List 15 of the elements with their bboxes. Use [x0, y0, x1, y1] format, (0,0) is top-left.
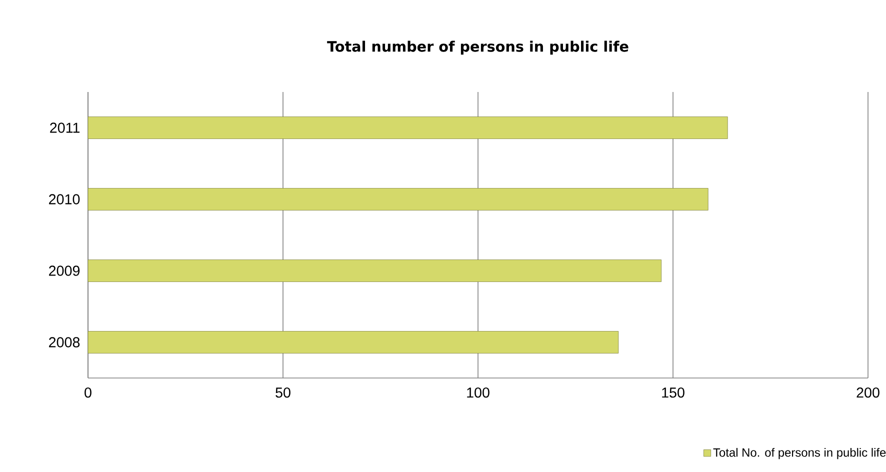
y-tick-label: 2008 [49, 337, 80, 348]
legend-label: Total No. of persons in public life [713, 448, 886, 460]
y-tick-label: 2011 [50, 122, 80, 133]
bar [88, 331, 619, 354]
y-tick-label: 2010 [49, 194, 80, 204]
x-tick-label: 100 [467, 388, 490, 398]
y-tick-label: 2009 [49, 266, 80, 276]
bar [88, 260, 662, 282]
x-tick-label: 0 [84, 388, 92, 398]
x-tick-label: 200 [856, 388, 880, 398]
x-tick-label: 50 [276, 388, 290, 398]
x-tick-label: 150 [662, 388, 684, 398]
bar [88, 116, 728, 139]
bar [88, 188, 708, 210]
chart-title: Total number of persons in public life [327, 40, 628, 55]
